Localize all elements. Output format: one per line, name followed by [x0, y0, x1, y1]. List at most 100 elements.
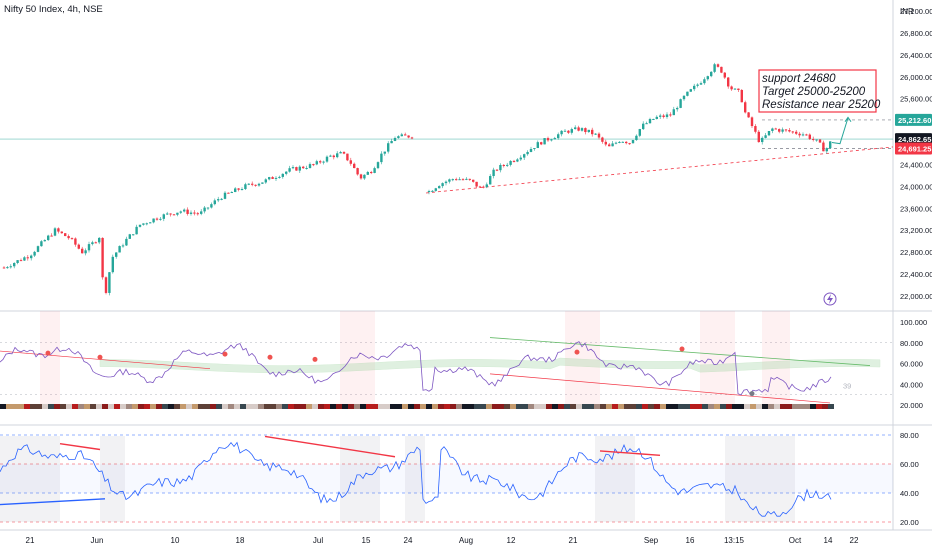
- time-tick-label: 10: [171, 536, 180, 545]
- candle-body: [754, 126, 757, 132]
- candle-body: [121, 245, 125, 247]
- candle-body: [366, 172, 369, 175]
- signal-strip-cell: [366, 404, 372, 409]
- candle-body: [108, 272, 111, 293]
- candle-body: [142, 223, 145, 225]
- candle-body: [319, 161, 322, 163]
- signal-zone: [700, 311, 735, 405]
- signal-strip-cell: [528, 404, 534, 409]
- candle-body: [444, 181, 448, 184]
- candle-body: [210, 204, 213, 208]
- lightning-icon[interactable]: [823, 292, 837, 306]
- signal-strip-cell: [684, 404, 690, 409]
- signal-strip-cell: [780, 404, 786, 409]
- candle-body: [747, 112, 750, 118]
- candle-body: [125, 238, 128, 246]
- candle-body: [737, 88, 740, 91]
- signal-strip-cell: [510, 404, 516, 409]
- candle-body: [451, 179, 454, 181]
- candle-body: [183, 209, 186, 212]
- candle-body: [356, 168, 359, 175]
- candle-body: [720, 66, 723, 73]
- indicator-pane-1[interactable]: 39: [0, 311, 893, 409]
- candle-body: [519, 157, 522, 160]
- signal-strip-cell: [498, 404, 504, 409]
- candle-body: [438, 186, 441, 189]
- indicator2-tick-label: 40.00: [900, 489, 919, 498]
- price-badge: [895, 133, 932, 146]
- candle-body: [604, 141, 607, 145]
- candle-body: [628, 143, 631, 145]
- candle-body: [43, 240, 46, 242]
- signal-strip-cell: [624, 404, 630, 409]
- annotation-box[interactable]: support 24680 Target 25000-25200 Resista…: [758, 69, 881, 113]
- candle-body: [220, 198, 223, 200]
- signal-dot: [267, 354, 273, 360]
- candle-body: [601, 137, 604, 142]
- candle-body: [251, 183, 254, 185]
- candle-body: [305, 167, 308, 169]
- signal-strip-cell: [360, 404, 366, 409]
- signal-strip-cell: [282, 404, 288, 409]
- candle-body: [546, 138, 550, 141]
- price-axis[interactable]: 27,200.00 26,800.00 26,400.00 26,000.00 25,6…: [895, 7, 932, 527]
- candle-body: [448, 179, 451, 182]
- signal-strip-cell: [252, 404, 258, 409]
- candle-body: [441, 183, 444, 187]
- candle-body: [703, 79, 706, 84]
- time-tick-label: 21: [26, 536, 35, 545]
- signal-strip-cell: [396, 404, 402, 409]
- candle-body: [138, 224, 142, 227]
- candle-body: [278, 176, 281, 178]
- candle-body: [798, 133, 801, 136]
- candle-body: [625, 141, 628, 144]
- signal-strip-cell: [726, 404, 732, 409]
- candle-body: [363, 174, 366, 179]
- candle-body: [33, 251, 36, 256]
- signal-strip-cell: [240, 404, 246, 409]
- candle-body: [30, 255, 33, 259]
- time-tick-label: Sep: [644, 536, 659, 545]
- candle-body: [818, 139, 822, 143]
- candle-body: [189, 212, 193, 214]
- time-tick-label: 15: [362, 536, 371, 545]
- signal-strip-cell: [432, 404, 438, 409]
- candle-body: [427, 191, 431, 193]
- signal-strip-cell: [690, 404, 696, 409]
- signal-strip-cell: [756, 404, 762, 409]
- candle-body: [648, 119, 652, 124]
- price-tick-label: 26,800.00: [900, 29, 932, 38]
- signal-strip-cell: [822, 404, 828, 409]
- candle-body: [373, 168, 376, 173]
- indicator1-tick-label: 60.000: [900, 360, 923, 369]
- candle-body: [74, 238, 77, 245]
- signal-strip-cell: [192, 404, 198, 409]
- indicator1-tick-label: 80.000: [900, 339, 923, 348]
- candle-body: [67, 236, 70, 239]
- signal-strip-cell: [402, 404, 408, 409]
- candle-body: [750, 117, 754, 127]
- signal-strip-cell: [408, 404, 414, 409]
- candle-body: [570, 129, 573, 133]
- highlight-zone: [0, 436, 60, 522]
- price-pane[interactable]: [0, 62, 894, 296]
- signal-strip-cell: [348, 404, 354, 409]
- candle-body: [710, 71, 713, 77]
- indicator-pane-2[interactable]: [0, 434, 893, 523]
- candle-body: [516, 159, 519, 162]
- candle-body: [40, 241, 43, 247]
- candle-body: [308, 164, 312, 168]
- symbol-title[interactable]: Nifty 50 Index, 4h, NSE: [4, 4, 103, 15]
- candle-body: [614, 142, 618, 144]
- time-axis[interactable]: 21 Jun 10 18 Jul 15 24 Aug 12 21 Sep 16 13:15 Oct 14 22: [26, 536, 859, 545]
- annotation-line: Resistance near 25200: [762, 99, 881, 111]
- price-tick-label: 23,200.00: [900, 226, 932, 235]
- candle-body: [128, 234, 131, 239]
- time-tick-label: 14: [824, 536, 833, 545]
- candle-body: [60, 231, 63, 234]
- signal-strip-cell: [198, 404, 204, 409]
- time-tick-label: 22: [850, 536, 859, 545]
- candle-body: [237, 188, 240, 190]
- signal-strip-cell: [636, 404, 642, 409]
